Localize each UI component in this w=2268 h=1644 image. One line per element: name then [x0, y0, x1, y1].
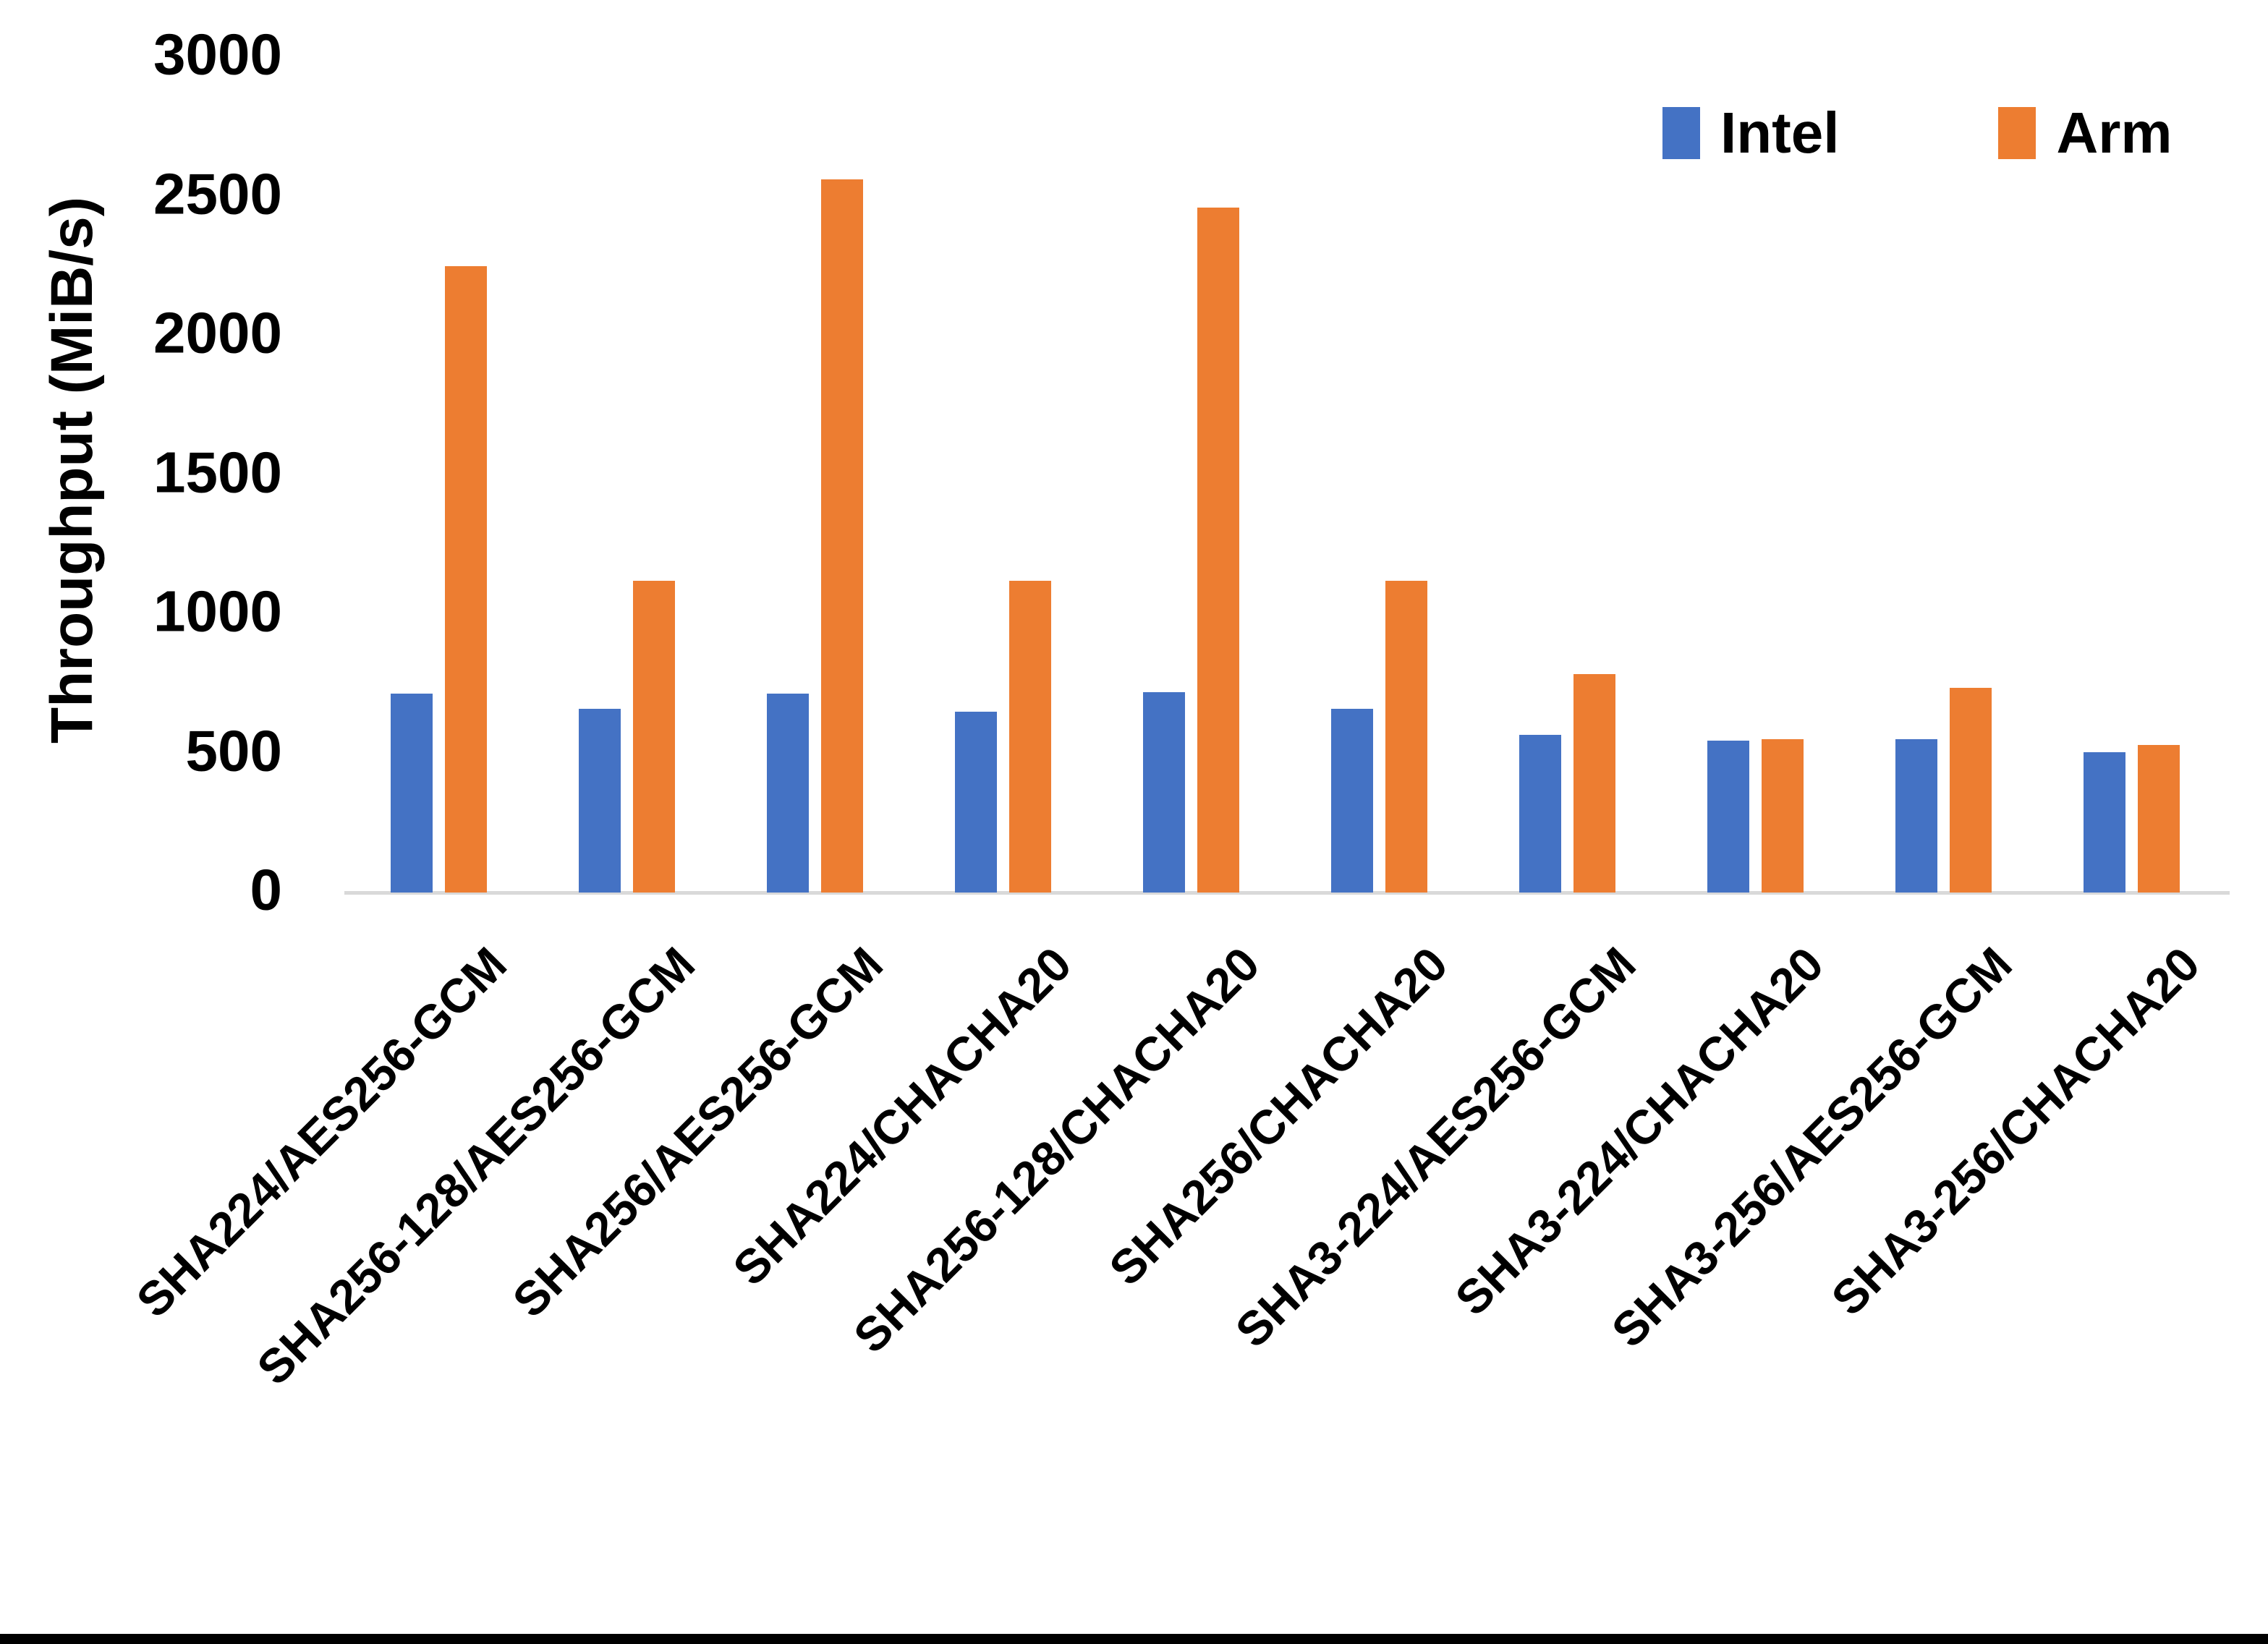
bar-arm-5 — [1197, 208, 1239, 893]
bar-arm-3 — [821, 179, 863, 893]
legend-label-intel: Intel — [1720, 101, 1840, 165]
bar-arm-9 — [1950, 688, 1992, 893]
bar-intel-7 — [1519, 735, 1561, 893]
screenshot-bottom-border — [0, 1634, 2268, 1644]
bar-arm-8 — [1762, 739, 1804, 893]
x-category-label-3: SHA256/AES256-GCM — [502, 937, 893, 1328]
y-tick-label-1500: 1500 — [153, 439, 282, 504]
bar-intel-6 — [1331, 709, 1373, 893]
y-tick-label-500: 500 — [185, 717, 282, 783]
x-category-label-10: SHA3-256/CHACHA20 — [1821, 937, 2210, 1326]
bar-intel-9 — [1895, 739, 1937, 893]
bar-arm-10 — [2138, 745, 2180, 893]
legend-swatch-arm — [1998, 107, 2036, 159]
x-category-label-5: SHA256-128/CHACHA20 — [843, 937, 1270, 1363]
bar-intel-8 — [1707, 741, 1749, 893]
x-category-label-9: SHA3-256/AES256-GCM — [1601, 937, 2022, 1358]
y-tick-label-1000: 1000 — [153, 579, 282, 644]
bar-arm-1 — [445, 266, 487, 893]
x-category-label-7: SHA3-224/AES256-GCM — [1225, 937, 1646, 1358]
bar-intel-2 — [579, 709, 621, 893]
bar-intel-5 — [1143, 692, 1185, 893]
bar-arm-4 — [1009, 581, 1051, 893]
y-tick-label-2500: 2500 — [153, 161, 282, 226]
bar-arm-2 — [633, 581, 675, 893]
y-tick-label-0: 0 — [250, 857, 283, 922]
x-category-label-1: SHA224/AES256-GCM — [126, 937, 517, 1328]
legend-swatch-intel — [1662, 107, 1700, 159]
x-category-label-4: SHA224/CHACHA20 — [722, 937, 1082, 1295]
y-axis-title: Throughput (MiB/s) — [39, 196, 105, 744]
x-category-label-8: SHA3-224/CHACHA20 — [1445, 937, 1834, 1326]
x-category-label-6: SHA256/CHACHA20 — [1098, 937, 1458, 1295]
bar-intel-3 — [767, 694, 809, 893]
bar-intel-1 — [391, 694, 433, 893]
y-tick-label-3000: 3000 — [153, 22, 282, 87]
legend-label-arm: Arm — [2056, 101, 2173, 165]
bar-arm-6 — [1385, 581, 1427, 893]
bar-intel-10 — [2084, 752, 2125, 893]
x-axis-line — [344, 891, 2230, 895]
legend: Intel Arm — [1662, 101, 2173, 165]
bar-intel-4 — [955, 712, 997, 893]
y-tick-label-2000: 2000 — [153, 300, 282, 365]
bar-arm-7 — [1573, 674, 1615, 893]
